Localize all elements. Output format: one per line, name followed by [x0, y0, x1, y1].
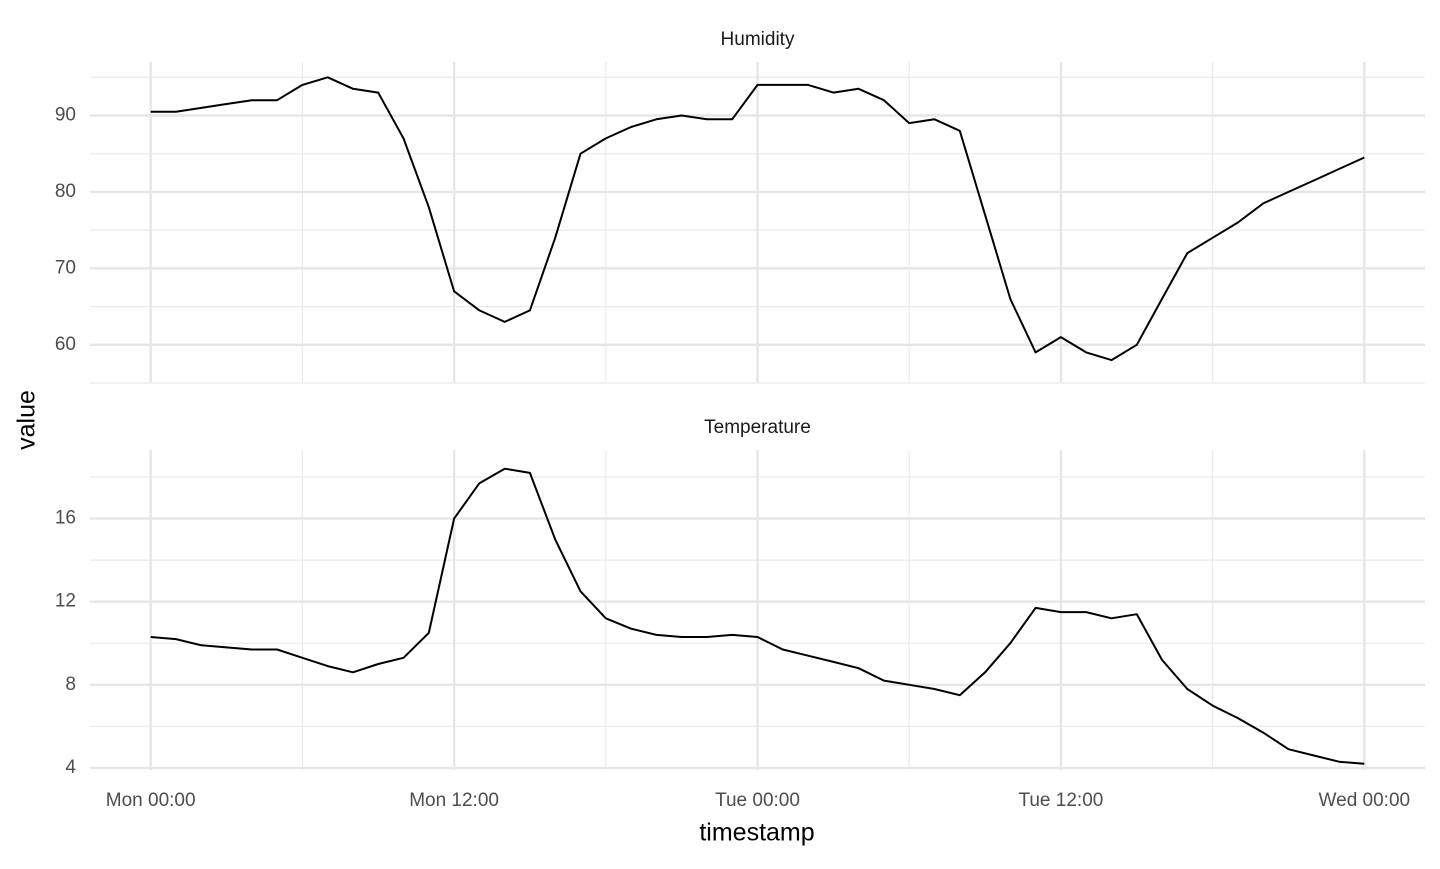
strip-title: Humidity	[721, 29, 795, 50]
y-tick-label: 60	[55, 334, 76, 355]
line	[150, 467, 1365, 765]
x-tick-label: Tue 12:00	[1018, 790, 1103, 811]
y-tick-label: 4	[65, 757, 76, 778]
y-tick-label: 12	[55, 591, 76, 612]
x-tick-label: Tue 00:00	[715, 790, 800, 811]
x-axis-title: timestamp	[699, 819, 814, 847]
y-tick-label: 70	[55, 257, 76, 278]
x-tick-label: Mon 00:00	[106, 790, 196, 811]
y-tick-label: 8	[65, 674, 76, 695]
x-tick-label: Mon 12:00	[409, 790, 499, 811]
y-tick-label: 90	[55, 105, 76, 126]
y-axis-title: value	[13, 390, 41, 450]
line	[150, 76, 1365, 362]
y-tick-label: 80	[55, 181, 76, 202]
x-tick-label: Wed 00:00	[1319, 790, 1411, 811]
y-tick-label: 16	[55, 508, 76, 529]
strip-title: Temperature	[704, 417, 811, 438]
